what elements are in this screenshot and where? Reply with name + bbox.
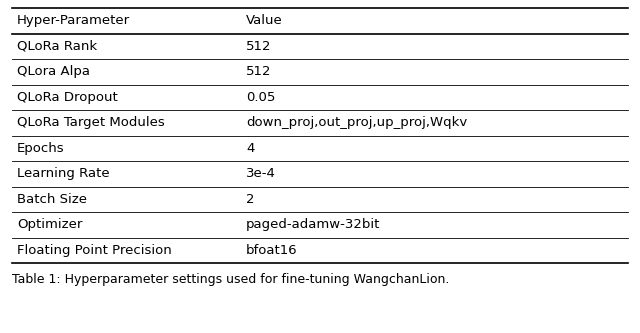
Text: bfoat16: bfoat16 [246, 244, 298, 257]
Text: Batch Size: Batch Size [17, 193, 87, 206]
Text: Floating Point Precision: Floating Point Precision [17, 244, 172, 257]
Text: 512: 512 [246, 40, 271, 53]
Text: QLora Alpa: QLora Alpa [17, 65, 90, 78]
Text: 512: 512 [246, 65, 271, 78]
Text: Optimizer: Optimizer [17, 218, 83, 231]
Text: Learning Rate: Learning Rate [17, 167, 109, 180]
Text: Table 1: Hyperparameter settings used for fine-tuning WangchanLion.: Table 1: Hyperparameter settings used fo… [12, 273, 449, 286]
Text: Hyper-Parameter: Hyper-Parameter [17, 14, 130, 27]
Text: 2: 2 [246, 193, 255, 206]
Text: Epochs: Epochs [17, 142, 65, 155]
Text: 0.05: 0.05 [246, 91, 275, 104]
Text: paged-adamw-32bit: paged-adamw-32bit [246, 218, 380, 231]
Text: Value: Value [246, 14, 283, 27]
Text: 4: 4 [246, 142, 255, 155]
Text: QLoRa Dropout: QLoRa Dropout [17, 91, 118, 104]
Text: QLoRa Target Modules: QLoRa Target Modules [17, 116, 164, 129]
Text: down_proj,out_proj,up_proj,Wqkv: down_proj,out_proj,up_proj,Wqkv [246, 116, 467, 129]
Text: 3e-4: 3e-4 [246, 167, 276, 180]
Text: QLoRa Rank: QLoRa Rank [17, 40, 97, 53]
